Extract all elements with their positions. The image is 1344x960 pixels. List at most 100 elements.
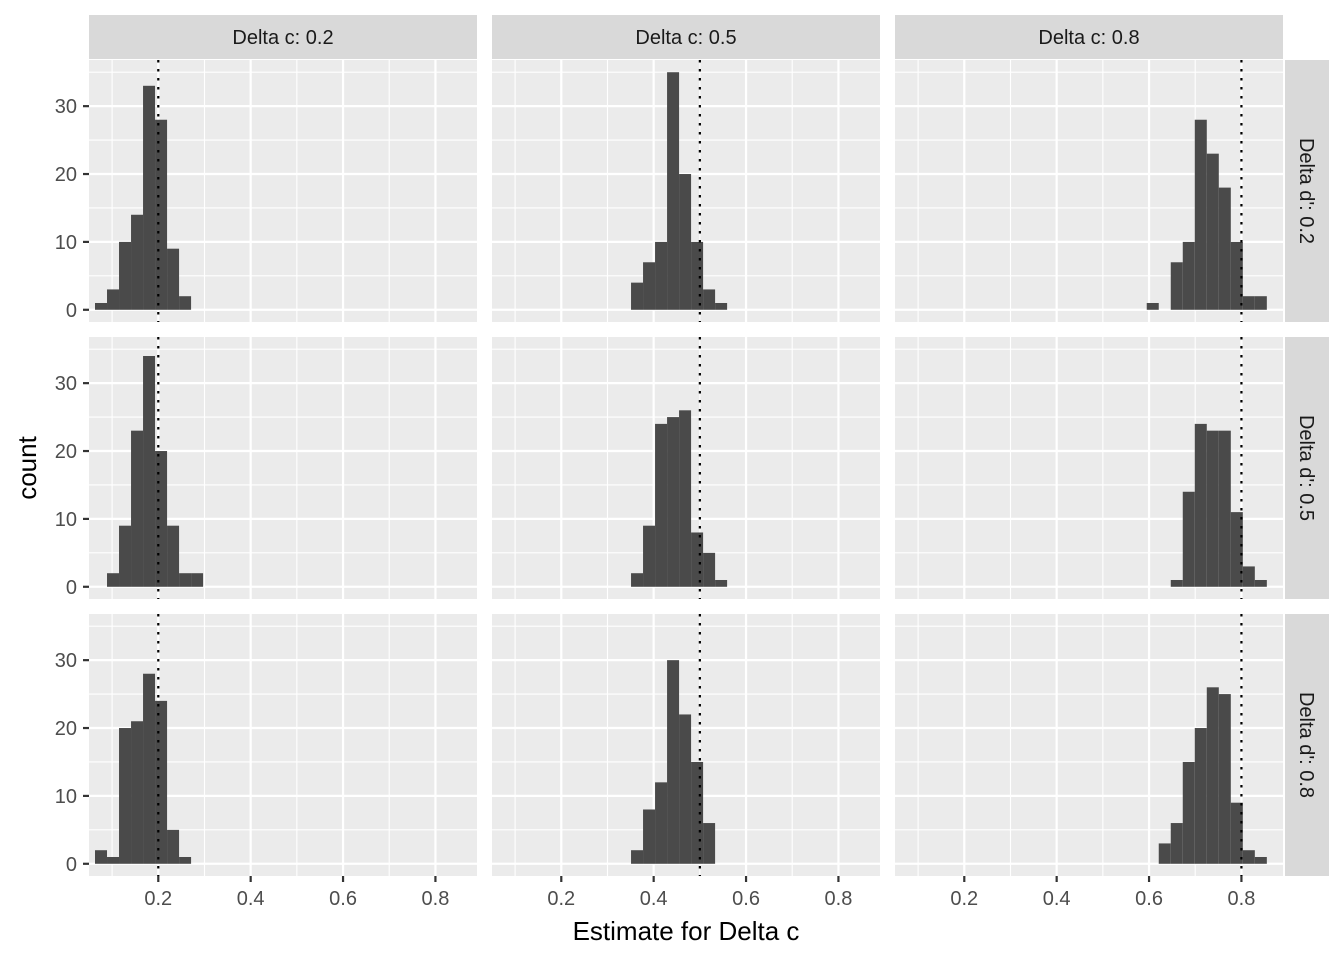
histogram-bar — [143, 85, 156, 310]
histogram-bar — [643, 525, 656, 587]
histogram-bar — [667, 660, 680, 864]
histogram-bar — [1194, 423, 1207, 587]
histogram-bar — [167, 525, 180, 587]
panel-0-0 — [89, 60, 477, 322]
histogram-bar — [703, 552, 716, 587]
histogram-bar — [643, 809, 656, 864]
column-strip-label: Delta c: 0.2 — [232, 27, 333, 49]
histogram-bar — [1242, 296, 1255, 310]
column-strip-label: Delta c: 0.5 — [635, 27, 736, 49]
x-tick-label: 0.2 — [547, 888, 575, 910]
y-tick-label: 20 — [55, 718, 77, 740]
histogram-bar — [1182, 761, 1195, 864]
row-strip-label: Delta d': 0.5 — [1295, 415, 1317, 521]
strip-background — [1285, 614, 1329, 876]
strip-background — [89, 15, 477, 59]
histogram-bar — [1230, 241, 1243, 310]
x-axis-title: Estimate for Delta c — [573, 916, 800, 946]
histogram-bar — [691, 241, 704, 310]
y-tick-label: 30 — [55, 650, 77, 672]
histogram-bar — [155, 700, 168, 864]
x-tick-label: 0.6 — [329, 888, 357, 910]
x-tick-label: 0.2 — [144, 888, 172, 910]
histogram-bar — [107, 856, 120, 864]
y-tick-label: 10 — [55, 786, 77, 808]
histogram-bar — [655, 241, 668, 310]
x-tick-label: 0.2 — [950, 888, 978, 910]
histogram-bar — [1230, 802, 1243, 864]
row-strip-1: Delta d': 0.5 — [1285, 337, 1329, 599]
x-tick-label: 0.4 — [640, 888, 668, 910]
x-tick-label: 0.8 — [1228, 888, 1256, 910]
histogram-bar — [155, 451, 168, 587]
histogram-bar — [179, 573, 192, 587]
y-tick-label: 30 — [55, 373, 77, 395]
histogram-bar — [1206, 430, 1219, 587]
axes-layer: 0 10 20 30 0 10 20 30 0 10 20 30 0.2 0.4 0.6 0.8 0.2 0.4 0… — [55, 96, 1256, 910]
histogram-bar — [179, 296, 192, 310]
strip-background — [492, 15, 880, 59]
strip-background — [895, 15, 1283, 59]
histogram-bar — [679, 174, 692, 310]
strip-background — [1285, 60, 1329, 322]
histogram-bar — [107, 573, 120, 587]
histogram-bar — [703, 289, 716, 310]
panel-1-1 — [492, 337, 880, 599]
histogram-bar — [143, 673, 156, 864]
histogram-bar — [1254, 296, 1267, 310]
histogram-bar — [643, 262, 656, 310]
x-tick-label: 0.6 — [732, 888, 760, 910]
strip-background — [1285, 337, 1329, 599]
histogram-bar — [1170, 579, 1183, 587]
x-tick-label: 0.8 — [422, 888, 450, 910]
histogram-bar — [95, 850, 108, 864]
histogram-bar — [1254, 856, 1267, 864]
histogram-bar — [119, 728, 132, 864]
histogram-bar — [691, 761, 704, 864]
histogram-bar — [1182, 491, 1195, 587]
histogram-bar — [155, 119, 168, 310]
histogram-bar — [1194, 119, 1207, 310]
column-strip-1: Delta c: 0.5 — [492, 15, 880, 59]
x-tick-label: 0.6 — [1135, 888, 1163, 910]
histogram-bar — [167, 248, 180, 310]
y-tick-label: 10 — [55, 232, 77, 254]
x-tick-label: 0.4 — [1043, 888, 1071, 910]
row-strip-label: Delta d': 0.2 — [1295, 138, 1317, 244]
histogram-bar — [1242, 850, 1255, 864]
histogram-bar — [1194, 728, 1207, 864]
histogram-bar — [107, 289, 120, 310]
histogram-bar — [691, 532, 704, 587]
histogram-bar — [1242, 566, 1255, 587]
histogram-bar — [1254, 579, 1267, 587]
histogram-bar — [667, 72, 680, 310]
histogram-bar — [715, 579, 728, 587]
histogram-bar — [179, 856, 192, 864]
panel-0-1 — [492, 60, 880, 322]
row-strip-2: Delta d': 0.8 — [1285, 614, 1329, 876]
histogram-bar — [703, 823, 716, 864]
y-tick-label: 0 — [66, 577, 77, 599]
histogram-bar — [631, 282, 644, 310]
panel-2-0 — [89, 614, 477, 876]
y-tick-label: 30 — [55, 96, 77, 118]
column-strip-label: Delta c: 0.8 — [1038, 27, 1139, 49]
histogram-bar — [167, 829, 180, 864]
histogram-bar — [119, 241, 132, 310]
y-axis-title: count — [12, 435, 42, 499]
histogram-bar — [631, 850, 644, 864]
panel-0-2 — [895, 60, 1283, 322]
histogram-bar — [1206, 687, 1219, 864]
histogram-bar — [131, 214, 144, 310]
histogram-bar — [1230, 512, 1243, 587]
strips-layer: Delta c: 0.2 Delta c: 0.5 Delta c: 0.8 Delt… — [89, 15, 1329, 876]
histogram-bar — [655, 782, 668, 864]
histogram-bar — [631, 573, 644, 587]
column-strip-2: Delta c: 0.8 — [895, 15, 1283, 59]
y-tick-label: 10 — [55, 509, 77, 531]
x-tick-label: 0.8 — [825, 888, 853, 910]
histogram-bar — [1170, 262, 1183, 310]
histogram-bar — [679, 410, 692, 587]
histogram-bar — [1170, 823, 1183, 864]
